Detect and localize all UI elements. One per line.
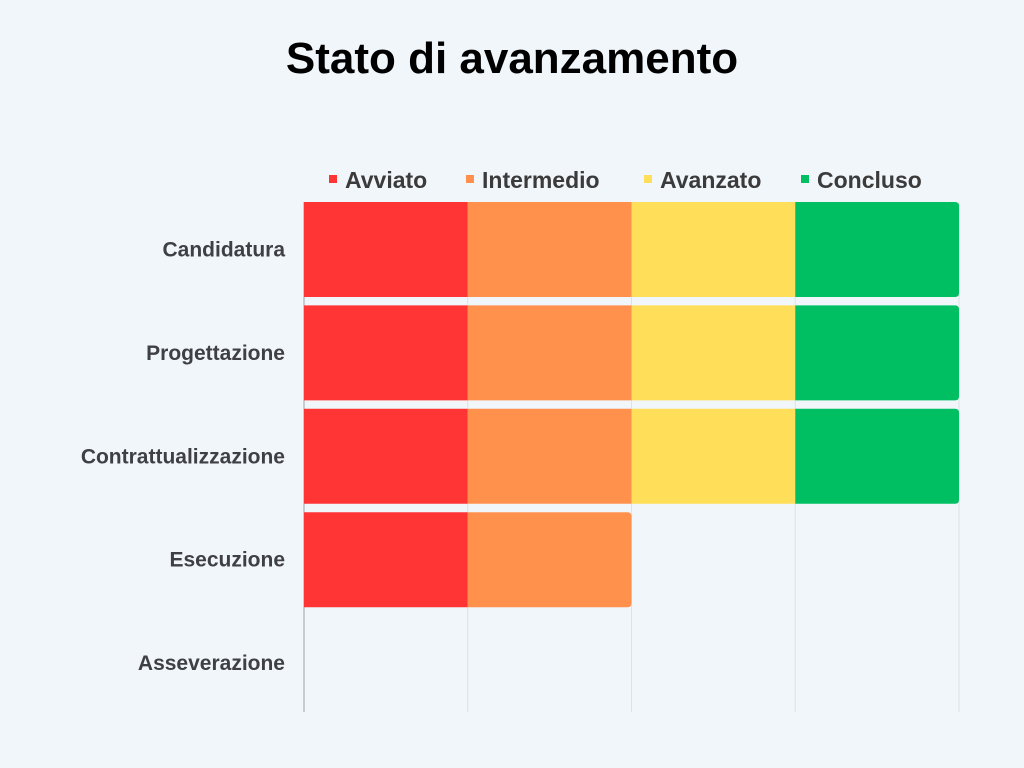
legend-swatch-avanzato [644,175,652,183]
category-label-esecuzione: Esecuzione [169,549,285,572]
bar-progettazione-avanzato [631,305,796,401]
legend-swatch-concluso [801,175,809,183]
category-label-candidatura: Candidatura [162,239,285,262]
chart-title: Stato di avanzamento [285,34,739,83]
bar-progettazione-avviato [304,305,468,401]
bar-contrattualizzazione-avanzato [631,408,796,504]
bar-candidatura-concluso [795,202,959,297]
bar-candidatura-intermedio [467,202,632,297]
bar-progettazione-concluso [795,305,959,401]
bar-candidatura-avanzato [631,202,796,297]
legend-swatch-avviato [329,175,337,183]
legend-label-intermedio: Intermedio [482,167,600,193]
category-label-contrattualizzazione: Contrattualizzazione [81,445,285,468]
bar-contrattualizzazione-intermedio [467,408,632,504]
bar-progettazione-intermedio [467,305,632,401]
bars-layer [304,202,959,608]
legend-label-avanzato: Avanzato [660,167,761,193]
category-label-asseverazione: Asseverazione [138,652,285,675]
bar-contrattualizzazione-concluso [795,408,959,504]
bar-esecuzione-avviato [304,512,468,608]
category-labels: Candidatura Progettazione Contrattualizzaz… [81,239,286,676]
bar-esecuzione-intermedio [467,512,632,608]
legend: Avviato Intermedio Avanzato Concluso [329,167,922,193]
legend-swatch-intermedio [466,175,474,183]
legend-label-avviato: Avviato [345,167,427,193]
category-label-progettazione: Progettazione [146,342,285,365]
legend-label-concluso: Concluso [817,167,922,193]
bar-candidatura-avviato [304,202,468,297]
bar-contrattualizzazione-avviato [304,408,468,504]
